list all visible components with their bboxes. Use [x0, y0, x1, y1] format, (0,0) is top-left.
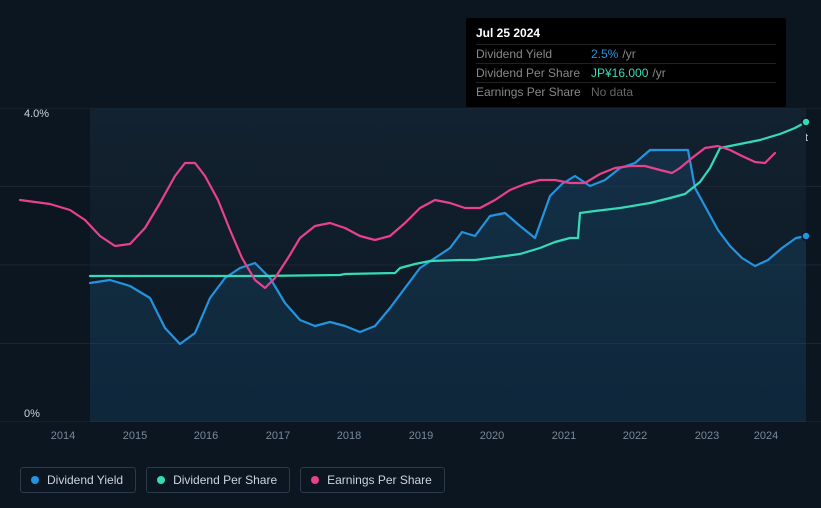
xaxis-tick: 2021 [552, 430, 576, 442]
xaxis-tick: 2014 [51, 430, 75, 442]
chart-tooltip: Jul 25 2024 Dividend Yield2.5%/yrDividen… [466, 18, 786, 107]
tooltip-value: 2.5% [591, 47, 622, 61]
legend-item[interactable]: Dividend Yield [20, 467, 136, 493]
tooltip-row: Earnings Per ShareNo data [476, 82, 776, 101]
legend-label: Dividend Yield [47, 473, 123, 487]
tooltip-label: Dividend Per Share [476, 66, 591, 80]
legend-dot-icon [157, 476, 165, 484]
xaxis-tick: 2024 [754, 430, 778, 442]
tooltip-label: Dividend Yield [476, 47, 591, 61]
xaxis-tick: 2022 [623, 430, 647, 442]
tooltip-row: Dividend Yield2.5%/yr [476, 44, 776, 63]
xaxis-tick: 2023 [695, 430, 719, 442]
xaxis-tick: 2017 [266, 430, 290, 442]
tooltip-value: JP¥16.000 [591, 66, 652, 80]
legend: Dividend Yield Dividend Per Share Earnings… [20, 467, 445, 493]
xaxis-tick: 2020 [480, 430, 504, 442]
xaxis-tick: 2015 [123, 430, 147, 442]
legend-dot-icon [311, 476, 319, 484]
xaxis-tick: 2019 [409, 430, 433, 442]
xaxis-tick: 2016 [194, 430, 218, 442]
tooltip-row: Dividend Per ShareJP¥16.000/yr [476, 63, 776, 82]
line-chart[interactable] [0, 108, 821, 422]
legend-item[interactable]: Earnings Per Share [300, 467, 445, 493]
legend-label: Earnings Per Share [327, 473, 432, 487]
legend-dot-icon [31, 476, 39, 484]
legend-label: Dividend Per Share [173, 473, 277, 487]
legend-item[interactable]: Dividend Per Share [146, 467, 290, 493]
xaxis-tick: 2018 [337, 430, 361, 442]
tooltip-date: Jul 25 2024 [476, 24, 776, 44]
tooltip-unit: /yr [652, 66, 665, 80]
tooltip-unit: /yr [622, 47, 635, 61]
tooltip-label: Earnings Per Share [476, 85, 591, 99]
tooltip-value: No data [591, 85, 633, 99]
xaxis: 2014 2015 2016 2017 2018 2019 2020 2021 2022 2023… [0, 430, 821, 448]
